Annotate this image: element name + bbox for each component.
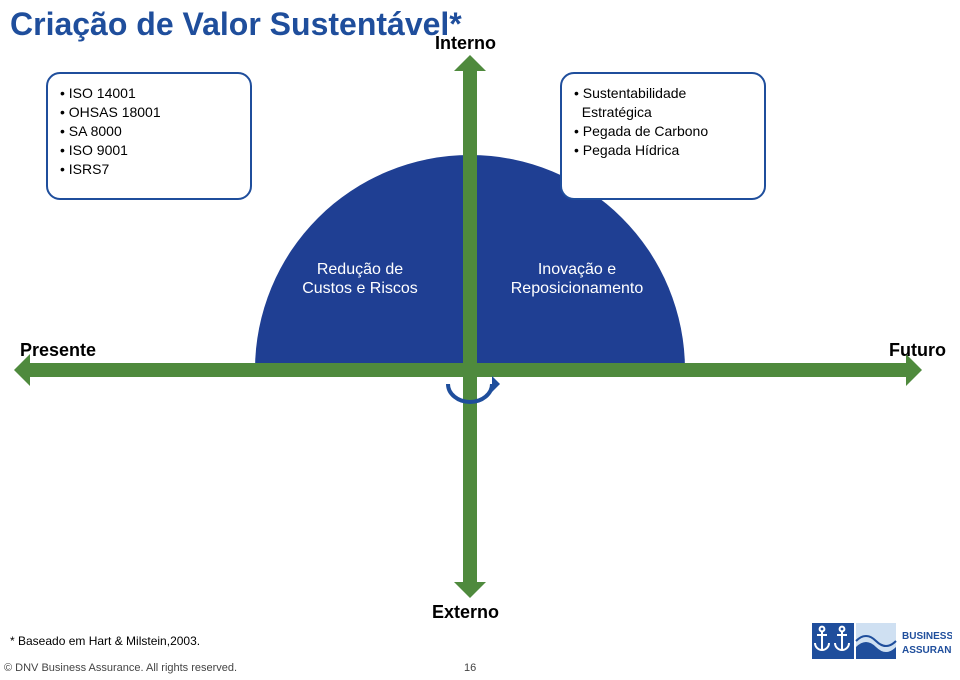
list-item: • Sustentabilidade Estratégica	[574, 84, 752, 122]
quadrant-label-left: Redução deCustos e Riscos	[285, 260, 435, 298]
footnote: * Baseado em Hart & Milstein,2003.	[10, 634, 200, 648]
cycle-curve-icon	[440, 376, 500, 416]
axis-label-top: Interno	[435, 33, 496, 54]
quadrant-label-right: Inovação eReposicionamento	[502, 260, 652, 298]
list-item: • ISO 14001	[60, 84, 238, 103]
left-standards-box: • ISO 14001• OHSAS 18001• SA 8000• ISO 9…	[46, 72, 252, 200]
axis-label-right: Futuro	[889, 340, 946, 361]
page-number: 16	[464, 662, 476, 674]
list-item: • Pegada Hídrica	[574, 141, 752, 160]
logo-text-1: BUSINESS	[902, 631, 952, 642]
list-item: • Pegada de Carbono	[574, 122, 752, 141]
page-title: Criação de Valor Sustentável*	[10, 6, 462, 43]
list-item: • ISO 9001	[60, 141, 238, 160]
vertical-axis-line	[463, 71, 477, 582]
list-item: • ISRS7	[60, 160, 238, 179]
arrow-down-icon	[454, 582, 486, 598]
list-item: • OHSAS 18001	[60, 103, 238, 122]
logo-text-2: ASSURANCE	[902, 645, 952, 656]
axis-label-left: Presente	[20, 340, 96, 361]
axis-label-bottom: Externo	[432, 602, 499, 623]
arrow-up-icon	[454, 55, 486, 71]
list-item: • SA 8000	[60, 122, 238, 141]
horizontal-axis-line	[30, 363, 906, 377]
brand-logo: BUSINESS ASSURANCE	[812, 623, 952, 674]
copyright: © DNV Business Assurance. All rights res…	[4, 662, 237, 674]
right-topics-box: • Sustentabilidade Estratégica• Pegada d…	[560, 72, 766, 200]
